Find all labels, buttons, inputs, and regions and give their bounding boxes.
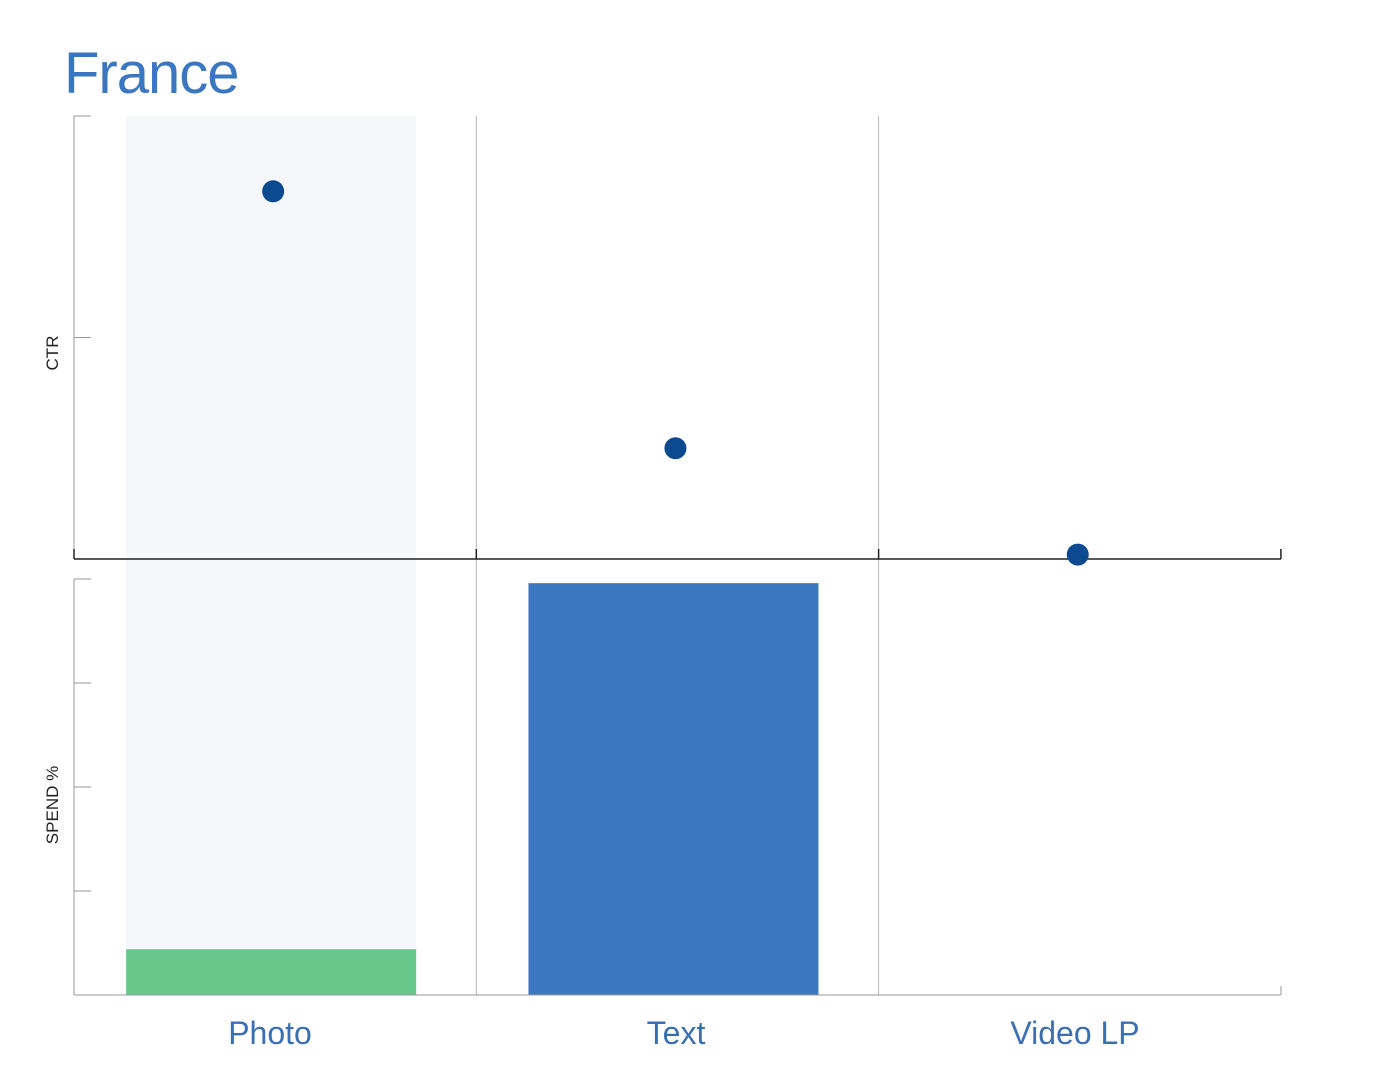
spend-axis-title: SPEND %: [43, 766, 62, 844]
spend-bar-photo: [126, 949, 417, 995]
ctr-point-video-lp: [1066, 543, 1089, 566]
category-label-video-lp: Video LP: [1010, 1015, 1139, 1051]
category-label-text: Text: [647, 1015, 706, 1051]
ctr-point-photo: [262, 180, 285, 203]
category-label-photo: Photo: [228, 1015, 312, 1051]
point-layer: [262, 180, 1089, 566]
highlight-band-layer: [126, 116, 417, 995]
spend-bar-text: [528, 583, 819, 995]
chart-title: France: [64, 41, 240, 106]
bar-layer: [126, 583, 819, 995]
ctr-axis-title: CTR: [43, 336, 62, 371]
highlight-band: [126, 116, 417, 995]
ctr-point-text: [664, 437, 687, 460]
